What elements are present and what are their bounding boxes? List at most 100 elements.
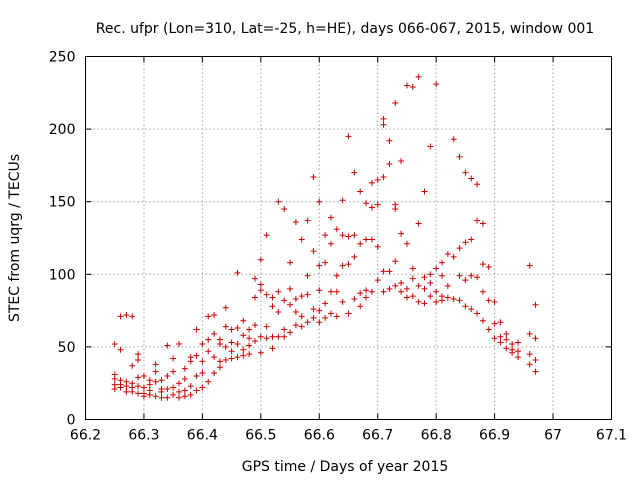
data-point bbox=[351, 232, 358, 239]
data-point bbox=[427, 293, 434, 300]
data-point bbox=[310, 174, 317, 181]
data-point bbox=[287, 285, 294, 292]
data-point bbox=[409, 293, 416, 300]
data-point bbox=[310, 306, 317, 313]
data-point bbox=[351, 169, 358, 176]
data-point bbox=[444, 282, 451, 289]
data-point bbox=[123, 311, 130, 318]
data-point bbox=[222, 343, 229, 350]
data-point bbox=[205, 336, 212, 343]
data-point bbox=[415, 298, 422, 305]
data-point bbox=[468, 272, 475, 279]
data-point bbox=[275, 198, 282, 205]
data-point bbox=[403, 240, 410, 247]
data-point bbox=[363, 294, 370, 301]
data-point bbox=[292, 309, 299, 316]
data-point bbox=[281, 205, 288, 212]
data-point bbox=[444, 250, 451, 257]
data-point bbox=[222, 304, 229, 311]
data-point bbox=[479, 220, 486, 227]
data-point bbox=[158, 388, 165, 395]
data-point bbox=[514, 354, 521, 361]
data-point bbox=[135, 356, 142, 363]
data-point bbox=[345, 133, 352, 140]
data-point bbox=[532, 301, 539, 308]
data-point bbox=[409, 83, 416, 90]
data-point bbox=[380, 268, 387, 275]
data-point bbox=[333, 226, 340, 233]
data-point bbox=[392, 282, 399, 289]
data-point bbox=[433, 288, 440, 295]
data-point bbox=[427, 280, 434, 287]
data-point bbox=[181, 393, 188, 400]
data-point bbox=[158, 377, 165, 384]
data-point bbox=[123, 388, 130, 395]
data-point bbox=[462, 169, 469, 176]
data-point bbox=[251, 322, 258, 329]
data-point bbox=[403, 294, 410, 301]
data-point bbox=[322, 314, 329, 321]
data-point bbox=[176, 388, 183, 395]
data-point bbox=[421, 274, 428, 281]
data-point bbox=[316, 319, 323, 326]
data-point bbox=[363, 236, 370, 243]
data-point bbox=[111, 386, 118, 393]
data-point bbox=[129, 313, 136, 320]
x-tick-label: 67 bbox=[544, 428, 562, 444]
data-point bbox=[503, 345, 510, 352]
data-point bbox=[205, 378, 212, 385]
data-point bbox=[386, 285, 393, 292]
data-point bbox=[327, 214, 334, 221]
data-point bbox=[439, 272, 446, 279]
data-point bbox=[275, 333, 282, 340]
data-point bbox=[129, 388, 136, 395]
data-point bbox=[433, 298, 440, 305]
data-point bbox=[176, 340, 183, 347]
data-point bbox=[468, 175, 475, 182]
data-point bbox=[135, 390, 142, 397]
data-point bbox=[351, 253, 358, 260]
data-point bbox=[292, 322, 299, 329]
data-point bbox=[251, 275, 258, 282]
data-point bbox=[117, 313, 124, 320]
data-point bbox=[152, 368, 159, 375]
data-point bbox=[485, 326, 492, 333]
data-points bbox=[111, 73, 539, 401]
data-point bbox=[374, 201, 381, 208]
data-point bbox=[129, 380, 136, 387]
data-point bbox=[222, 356, 229, 363]
data-point bbox=[368, 204, 375, 211]
data-point bbox=[257, 349, 264, 356]
data-point bbox=[187, 358, 194, 365]
data-point bbox=[456, 153, 463, 160]
data-point bbox=[333, 288, 340, 295]
data-point bbox=[193, 326, 200, 333]
y-tick-label: 250 bbox=[49, 50, 76, 66]
data-point bbox=[257, 333, 264, 340]
data-point bbox=[298, 293, 305, 300]
data-point bbox=[216, 364, 223, 371]
data-point bbox=[193, 372, 200, 379]
data-point bbox=[275, 309, 282, 316]
data-point bbox=[292, 295, 299, 302]
data-point bbox=[322, 259, 329, 266]
data-point bbox=[380, 288, 387, 295]
data-point bbox=[140, 393, 147, 400]
data-point bbox=[140, 372, 147, 379]
data-point bbox=[187, 391, 194, 398]
data-point bbox=[164, 386, 171, 393]
data-point bbox=[246, 342, 253, 349]
data-point bbox=[497, 319, 504, 326]
data-point bbox=[427, 271, 434, 278]
axis-ticks bbox=[85, 56, 612, 420]
data-point bbox=[374, 243, 381, 250]
data-point bbox=[152, 393, 159, 400]
data-point bbox=[503, 336, 510, 343]
data-point bbox=[450, 253, 457, 260]
y-tick-label: 200 bbox=[49, 122, 76, 138]
data-point bbox=[491, 335, 498, 342]
data-point bbox=[228, 355, 235, 362]
data-point bbox=[152, 361, 159, 368]
x-tick-label: 66.5 bbox=[245, 428, 276, 444]
